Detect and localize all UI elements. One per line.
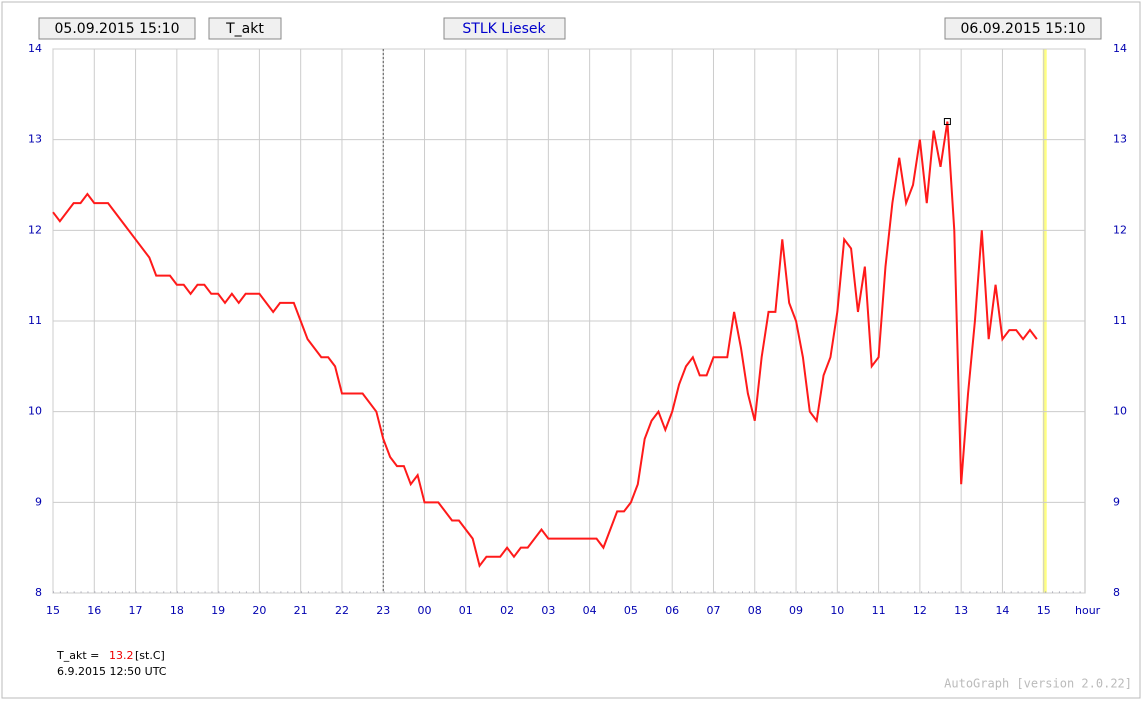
- current-marker: [943, 118, 951, 126]
- x-tick-label: 04: [583, 604, 597, 617]
- x-tick-label: 21: [294, 604, 308, 617]
- variable-box: [208, 17, 282, 40]
- readout-value: 13.2: [109, 649, 134, 662]
- station-box: [443, 17, 566, 40]
- y-tick-label: 8: [35, 586, 42, 599]
- y-tick-label-right: 9: [1113, 495, 1120, 508]
- y-tick-label-right: 13: [1113, 133, 1127, 146]
- x-tick-label: 07: [706, 604, 720, 617]
- readout-unit: [st.C]: [135, 649, 165, 662]
- x-tick-label: 11: [872, 604, 886, 617]
- footer: AutoGraph [version 2.0.22]: [944, 677, 1132, 691]
- y-tick-label-right: 12: [1113, 223, 1127, 236]
- start-box: [38, 17, 196, 40]
- x-unit: hour: [1075, 604, 1101, 617]
- x-tick-label: 22: [335, 604, 349, 617]
- x-tick-label: 12: [913, 604, 927, 617]
- end-time: 06.09.2015 15:10: [961, 21, 1086, 37]
- x-tick-label: 20: [252, 604, 266, 617]
- y-tick-label-right: 14: [1113, 42, 1127, 55]
- x-tick-label: 16: [87, 604, 101, 617]
- variable: T_akt: [225, 21, 264, 37]
- x-tick-label: 18: [170, 604, 184, 617]
- x-tick-label: 17: [129, 604, 143, 617]
- y-tick-label: 10: [28, 405, 42, 418]
- y-tick-label: 12: [28, 223, 42, 236]
- x-tick-label: 06: [665, 604, 679, 617]
- start-time: 05.09.2015 15:10: [55, 21, 180, 37]
- y-tick-label: 9: [35, 495, 42, 508]
- x-tick-label: 08: [748, 604, 762, 617]
- x-tick-label: 03: [541, 604, 555, 617]
- series-line: [52, 121, 1038, 569]
- station: STLK Liesek: [462, 21, 546, 37]
- x-tick-label: 14: [995, 604, 1009, 617]
- end-box: [944, 17, 1102, 40]
- x-tick-label: 13: [954, 604, 968, 617]
- y-tick-label: 11: [28, 314, 42, 327]
- readout-label: T_akt =: [56, 649, 99, 662]
- x-tick-label: 01: [459, 604, 473, 617]
- x-tick-label: 15: [1037, 604, 1051, 617]
- plot: 8 8 9 9 10 10 11 11 12 12 13 13 14 14 15 16 17 18 19 20 21 22…: [28, 42, 1127, 617]
- y-tick-label-right: 11: [1113, 314, 1127, 327]
- x-tick-label: 15: [46, 604, 60, 617]
- x-tick-label: 19: [211, 604, 225, 617]
- x-tick-label: 09: [789, 604, 803, 617]
- x-tick-label: 23: [376, 604, 390, 617]
- x-tick-label: 00: [418, 604, 432, 617]
- x-tick-label: 05: [624, 604, 638, 617]
- readout-time: 6.9.2015 12:50 UTC: [57, 665, 167, 678]
- y-tick-label: 13: [28, 133, 42, 146]
- x-tick-label: 10: [830, 604, 844, 617]
- y-tick-label-right: 8: [1113, 586, 1120, 599]
- y-tick-label-right: 10: [1113, 405, 1127, 418]
- y-tick-label: 14: [28, 42, 42, 55]
- x-tick-label: 02: [500, 604, 514, 617]
